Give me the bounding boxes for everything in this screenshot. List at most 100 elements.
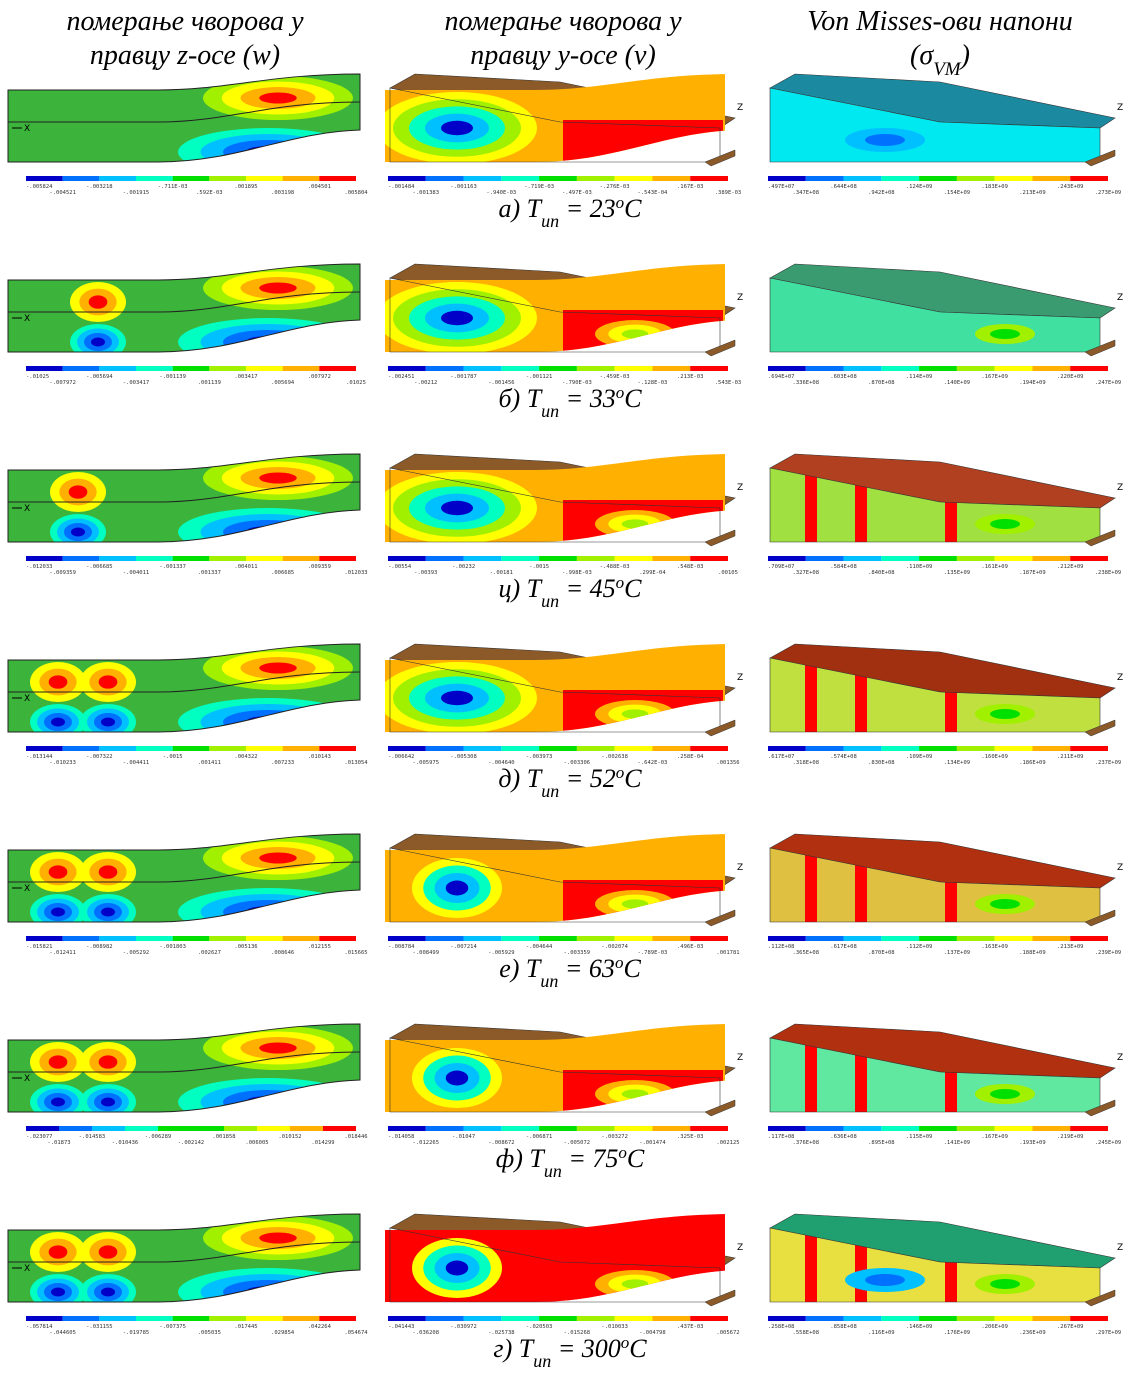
legend-swatch: [26, 366, 63, 371]
legend-swatch: [1032, 936, 1071, 941]
legend-swatch: [388, 556, 426, 561]
legend-label: .496E-03: [677, 944, 704, 950]
legend-label: -.007322: [86, 754, 113, 760]
legend-swatch: [576, 176, 615, 181]
legend-label: .267E+09: [1057, 1324, 1084, 1330]
legend-swatch: [463, 1126, 502, 1131]
caption-text: C: [627, 1144, 645, 1173]
caption-subscript: ип: [541, 591, 559, 611]
v-plot: Z: [385, 1213, 743, 1307]
stress-plot: Z: [769, 1023, 1123, 1117]
contour: [223, 1280, 313, 1302]
beam-outline: [7, 73, 361, 163]
legend-swatch: [690, 746, 728, 751]
legend-label: .154E+09: [944, 190, 971, 196]
contour: [91, 337, 105, 347]
legend-label: -.006289: [145, 1134, 172, 1140]
legend-swatch: [62, 556, 100, 561]
face-outline: [769, 657, 1101, 733]
w-plot: X: [7, 1023, 361, 1113]
legend-label: .584E+08: [830, 564, 857, 570]
contour: [245, 336, 291, 348]
legend-swatch: [99, 176, 136, 181]
legend-label: .592E-03: [196, 190, 223, 196]
legend-swatch: [425, 556, 464, 561]
legend-label: .001858: [212, 1134, 235, 1140]
legend-swatch: [99, 1316, 136, 1321]
legend-label: .004011: [234, 564, 257, 570]
legend-label: -.005292: [123, 950, 150, 956]
legend-swatch: [768, 1126, 806, 1131]
contour: [990, 1279, 1020, 1289]
legend-swatch: [614, 746, 653, 751]
contour: [51, 1097, 65, 1107]
flange: [704, 339, 736, 357]
legend-label: -.005694: [86, 374, 113, 380]
stress-band: [805, 658, 817, 732]
legend-label: .137E+09: [944, 950, 971, 956]
legend-label: .273E+09: [1095, 190, 1122, 196]
legend-swatch: [652, 556, 691, 561]
beam-edge: [8, 101, 361, 123]
face-outline: [769, 1037, 1101, 1113]
triad-label: Z: [1117, 103, 1123, 113]
legend-swatch: [282, 366, 320, 371]
legend-label: -.004411: [123, 760, 150, 766]
legend-label: -.005072: [564, 1140, 591, 1146]
v-plot: Z: [385, 643, 743, 737]
legend-swatch: [246, 936, 283, 941]
legend-label: .617E+08: [830, 944, 857, 950]
legend-label: -.002142: [178, 1140, 205, 1146]
legend-label: .002627: [198, 950, 221, 956]
legend-label: -.276E-03: [600, 184, 630, 190]
legend-swatch: [282, 176, 320, 181]
legend-label: -.012265: [413, 1140, 440, 1146]
legend-label: .213E+09: [1019, 190, 1046, 196]
legend-label: .054674: [344, 1330, 368, 1336]
face-outline: [389, 847, 721, 923]
triad-label: Z: [1117, 293, 1123, 303]
legend-swatch: [425, 176, 464, 181]
legend-swatch: [99, 936, 136, 941]
legend-swatch: [994, 746, 1033, 751]
legend-label: -.001456: [488, 380, 515, 386]
caption-subscript: ип: [540, 971, 558, 991]
caption-text: C: [624, 764, 642, 793]
legend-label: -.002638: [601, 754, 628, 760]
legend-swatch: [539, 936, 577, 941]
caption-superscript: o: [621, 1333, 630, 1352]
legend-swatch: [425, 366, 464, 371]
legend-label: .258E+08: [768, 1324, 795, 1330]
beam-edge: [8, 1241, 361, 1263]
legend-label: .112E+08: [768, 944, 795, 950]
legend-label: .009359: [308, 564, 331, 570]
caption-text: = 75: [562, 1144, 619, 1173]
legend-label: .830E+08: [868, 760, 895, 766]
column-header: померање чворова у: [66, 6, 304, 37]
legend-label: .117E+08: [768, 1134, 795, 1140]
legend-swatch: [652, 176, 691, 181]
legend-swatch: [805, 556, 844, 561]
legend-label: -.007214: [450, 944, 477, 950]
legend-swatch: [690, 366, 728, 371]
legend-label: .212E+09: [1057, 564, 1084, 570]
triad-label: Z: [737, 1053, 743, 1063]
legend-swatch: [843, 1126, 882, 1131]
face-outline: [389, 277, 721, 353]
legend-label: -.00181: [490, 570, 513, 576]
legend-swatch: [246, 556, 283, 561]
v-plot: Z: [385, 453, 743, 547]
legend-swatch: [919, 556, 957, 561]
legend-swatch: [282, 936, 320, 941]
legend-label: .188E+09: [1019, 950, 1046, 956]
legend-swatch: [209, 366, 246, 371]
legend-label: .389E-03: [715, 190, 742, 196]
legend-label: -.00212: [414, 380, 437, 386]
contour: [245, 1286, 291, 1298]
legend-label: -.001787: [450, 374, 477, 380]
legend-swatch: [768, 1316, 806, 1321]
flange: [1084, 529, 1116, 547]
legend-label: -.001474: [639, 1140, 666, 1146]
legend-swatch: [463, 366, 502, 371]
caption-subscript: ип: [533, 1351, 551, 1371]
